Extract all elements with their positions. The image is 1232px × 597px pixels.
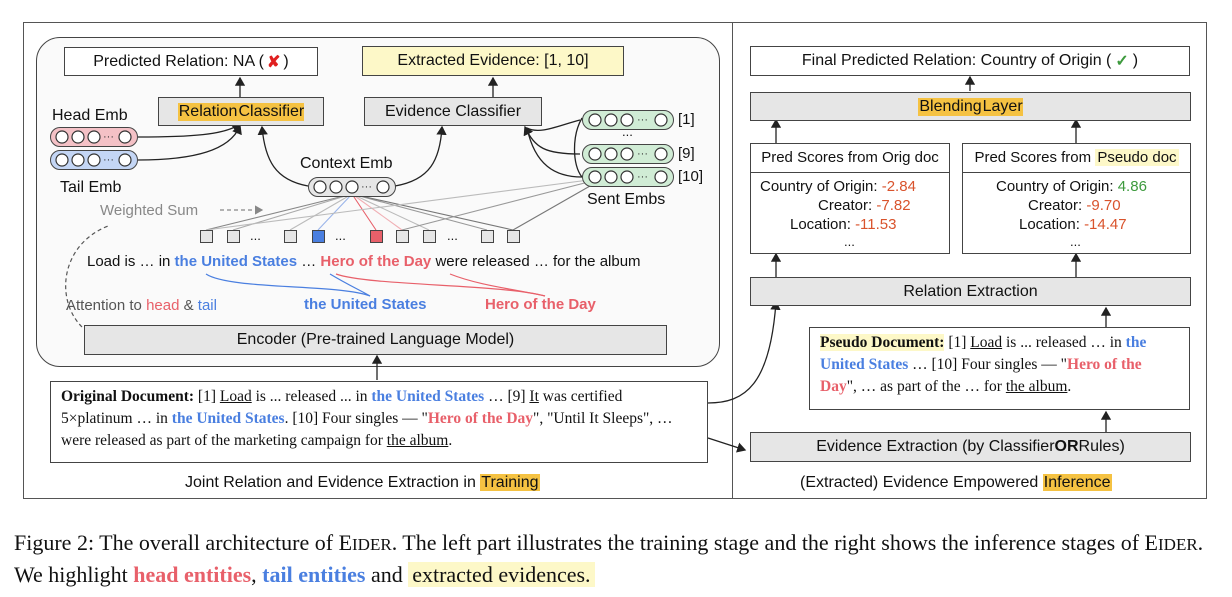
evidence-extraction-box: Evidence Extraction (by Classifier OR Ru… [750, 432, 1191, 462]
entity-brackets [0, 0, 720, 300]
pseudo-score-row: Location: -14.47 [1019, 216, 1127, 233]
figure-caption: Figure 2: The overall architecture of EI… [14, 528, 1224, 590]
pseudo-document-box: Pseudo Document: [1] Load is ... release… [809, 327, 1190, 410]
pseudo-score-row: Creator: -9.70 [1028, 197, 1121, 214]
pseudo-score-row: Country of Origin: 4.86 [996, 178, 1147, 195]
tail-entity-label: the United States [304, 296, 427, 313]
orig-score-row: Creator: -7.82 [818, 197, 911, 214]
orig-score-ellipsis: ... [844, 234, 855, 249]
blending-layer-box: Blending Layer [750, 92, 1191, 121]
final-relation-box: Final Predicted Relation: Country of Ori… [750, 46, 1190, 76]
orig-score-row: Country of Origin: -2.84 [760, 178, 916, 195]
attention-label: Attention to head & tail [66, 297, 217, 314]
head-entity-label: Hero of the Day [485, 296, 596, 313]
relation-extraction-box: Relation Extraction [750, 277, 1191, 306]
pseudo-scores-title: Pred Scores from Pseudo doc [963, 144, 1190, 173]
orig-scores-title: Pred Scores from Orig doc [751, 144, 949, 173]
left-footer: Joint Relation and Evidence Extraction i… [185, 474, 540, 492]
orig-score-row: Location: -11.53 [790, 216, 896, 233]
encoder-box: Encoder (Pre-trained Language Model) [84, 325, 667, 355]
pseudo-score-ellipsis: ... [1070, 234, 1081, 249]
right-footer: (Extracted) Evidence Empowered Inference [800, 474, 1112, 492]
check-icon: ✓ [1115, 51, 1128, 71]
original-document-box: Original Document: [1] Load is ... relea… [50, 381, 708, 463]
